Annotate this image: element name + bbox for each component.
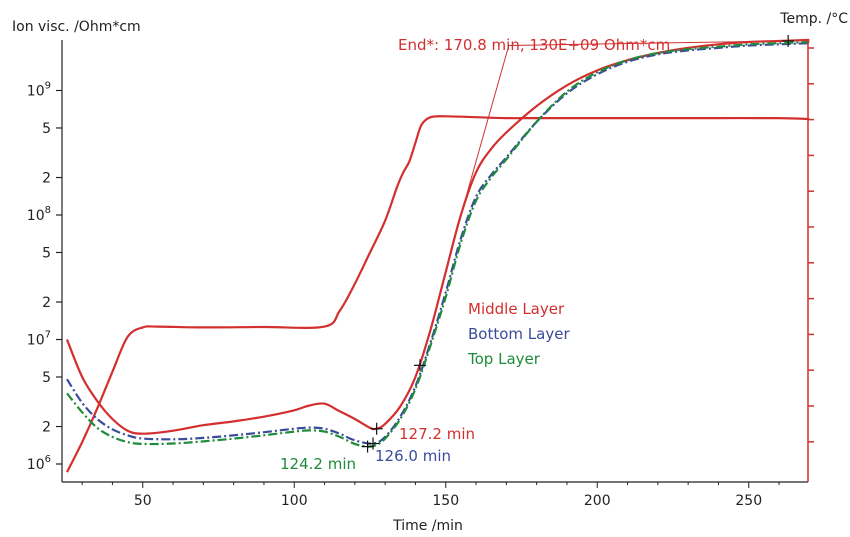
annotation-end: End*: 170.8 min, 130E+09 Ohm*cm <box>398 36 670 54</box>
legend-entry-middle-layer: Middle Layer <box>468 300 565 318</box>
x-tick-label: 50 <box>134 493 152 509</box>
annotation-bottom-min: 126.0 min <box>375 447 451 465</box>
series-line-middle-layer <box>65 38 810 435</box>
y-axis-label-right: Temp. /°C <box>779 11 848 27</box>
y-tick-label: 107 <box>27 330 51 349</box>
crosshair-marker <box>367 437 380 450</box>
legend-entry-top-layer: Top Layer <box>467 350 541 368</box>
series-line-top-layer <box>66 40 810 448</box>
x-tick-label: 250 <box>735 493 762 509</box>
y-tick-label: 5 <box>42 121 51 137</box>
y-tick-label: 2 <box>42 420 51 436</box>
y-tick-label: 108 <box>27 205 51 224</box>
series-line-bottom-layer <box>66 42 810 445</box>
crosshair-marker <box>370 422 383 435</box>
crosshair-marker <box>361 440 374 453</box>
crosshair-marker <box>782 34 795 47</box>
x-tick-label: 100 <box>281 493 308 509</box>
x-tick-label: 200 <box>584 493 611 509</box>
y-tick-label: 106 <box>27 454 51 473</box>
annotation-middle-min: 127.2 min <box>399 425 475 443</box>
end-leader-line <box>460 40 789 216</box>
legend-entry-bottom-layer: Bottom Layer <box>468 325 570 343</box>
y-tick-label: 5 <box>42 245 51 261</box>
y-tick-label: 109 <box>27 81 51 100</box>
y-tick-label: 2 <box>42 295 51 311</box>
axes: 50 100 150 200 250 106 2 5 107 2 5 108 2 5 109 <box>27 40 814 509</box>
x-tick-label: 150 <box>432 493 459 509</box>
plot-lines <box>65 38 810 473</box>
y-tick-label: 5 <box>42 370 51 386</box>
y-axis-label-left: Ion visc. /Ohm*cm <box>12 19 141 35</box>
crosshair-marker <box>413 359 426 372</box>
annotation-top-min: 124.2 min <box>280 455 356 473</box>
y-tick-label: 2 <box>42 171 51 187</box>
x-axis-label: Time /min <box>392 518 463 534</box>
series-line-temperature <box>66 115 810 473</box>
annotations <box>361 34 795 453</box>
